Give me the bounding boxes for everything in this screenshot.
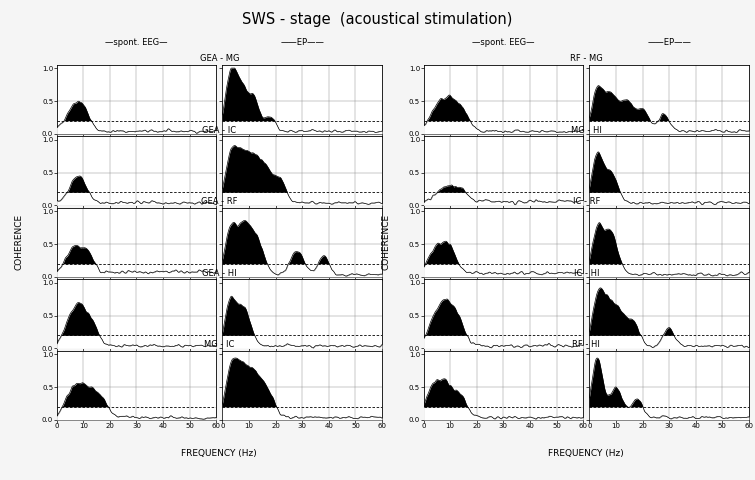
Text: IC - RF: IC - RF xyxy=(572,197,600,206)
Text: RF - MG: RF - MG xyxy=(570,54,602,63)
Text: IC - HI: IC - HI xyxy=(574,269,599,278)
Text: FREQUENCY (Hz): FREQUENCY (Hz) xyxy=(548,449,624,458)
Text: RF - HI: RF - HI xyxy=(572,340,600,349)
Text: COHERENCE: COHERENCE xyxy=(14,215,23,270)
Text: GEA - MG: GEA - MG xyxy=(199,54,239,63)
Text: GEA - RF: GEA - RF xyxy=(201,197,238,206)
Text: FREQUENCY (Hz): FREQUENCY (Hz) xyxy=(181,449,257,458)
Text: GEA - IC: GEA - IC xyxy=(202,126,236,135)
Text: —spont. EEG—: —spont. EEG— xyxy=(105,38,168,47)
Text: ——EP——: ——EP—— xyxy=(280,38,324,47)
Text: —spont. EEG—: —spont. EEG— xyxy=(472,38,535,47)
Text: GEA - HI: GEA - HI xyxy=(202,269,236,278)
Text: ——EP——: ——EP—— xyxy=(647,38,691,47)
Text: COHERENCE: COHERENCE xyxy=(381,215,390,270)
Text: MG - IC: MG - IC xyxy=(204,340,235,349)
Text: SWS - stage  (acoustical stimulation): SWS - stage (acoustical stimulation) xyxy=(242,12,513,27)
Text: MG - HI: MG - HI xyxy=(571,126,602,135)
